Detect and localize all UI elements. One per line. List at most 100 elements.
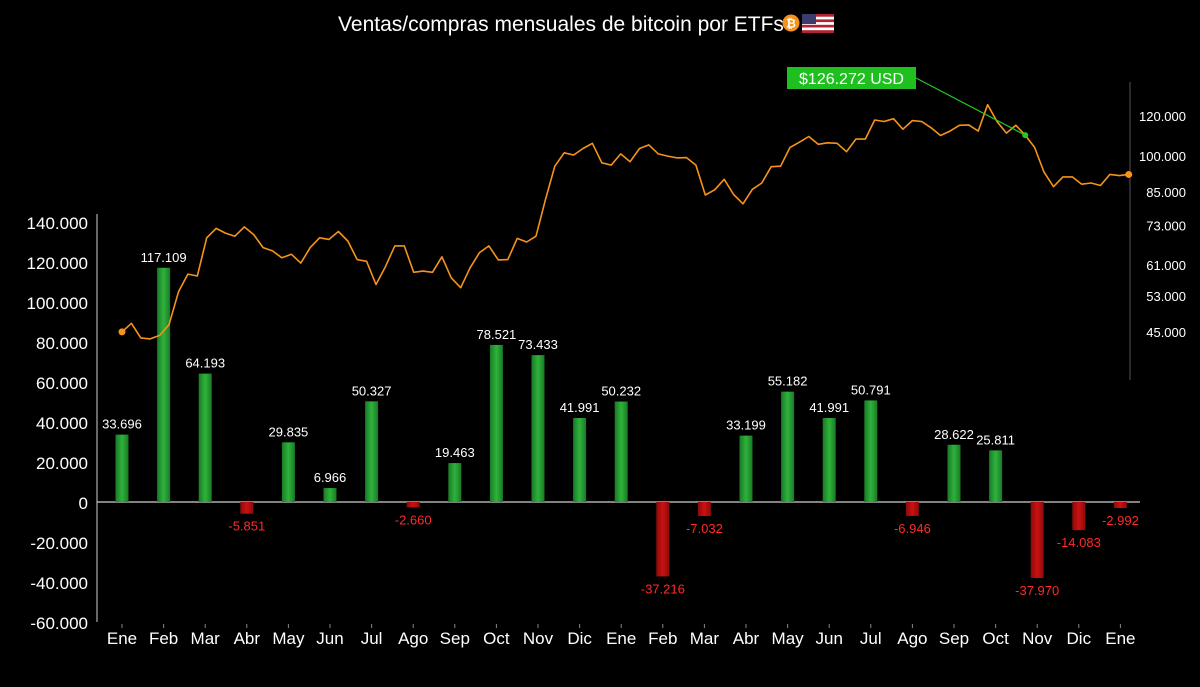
x-tick-label: Nov	[1022, 629, 1053, 648]
bar-positive	[781, 391, 795, 502]
x-tick-label: Ene	[606, 629, 636, 648]
x-tick-label: Feb	[149, 629, 178, 648]
right-y-tick-label: 85.000	[1146, 185, 1186, 200]
x-tick-label: Jun	[316, 629, 343, 648]
bar-positive	[739, 435, 753, 502]
bar-positive	[573, 418, 587, 502]
bar-negative	[406, 502, 420, 508]
right-y-tick-label: 73.000	[1146, 218, 1186, 233]
x-tick-label: Sep	[440, 629, 470, 648]
x-tick-label: Feb	[648, 629, 677, 648]
chart-title: Ventas/compras mensuales de bitcoin por …	[338, 13, 784, 36]
right-y-tick-label: 61.000	[1146, 258, 1186, 273]
bar-value-label: 25.811	[976, 432, 1015, 447]
x-tick-label: Dic	[567, 629, 592, 648]
bar-value-label: 41.991	[560, 400, 600, 415]
bar-value-label: 29.835	[269, 424, 309, 439]
bar-positive	[489, 344, 503, 502]
x-tick-label: Mar	[191, 629, 221, 648]
bar-value-label: -37.970	[1015, 583, 1059, 598]
bar-negative	[240, 502, 254, 514]
labels-group: 33.696 117.109 64.193 -5.851 29.835 6.966 50.3…	[102, 250, 1139, 598]
bar-value-label: 19.463	[435, 445, 475, 460]
x-tick-label: Ago	[897, 629, 927, 648]
left-y-tick-label: 0	[79, 494, 88, 513]
left-y-tick-label: 40.000	[36, 414, 88, 433]
bar-value-label: -5.851	[228, 519, 265, 534]
bar-value-label: 50.232	[601, 384, 641, 399]
bar-positive	[864, 400, 878, 502]
right-y-tick-label: 120.000	[1139, 109, 1186, 124]
bar-value-label: 50.327	[352, 383, 392, 398]
bar-value-label: -37.216	[641, 581, 685, 596]
bar-value-label: 33.696	[102, 417, 142, 432]
svg-text:₿: ₿	[786, 17, 796, 31]
right-y-tick-label: 100.000	[1139, 149, 1186, 164]
chart-title-group: Ventas/compras mensuales de bitcoin por …	[338, 13, 834, 36]
price-line	[121, 103, 1129, 340]
bar-positive	[614, 401, 628, 502]
right-y-tick-label: 53.000	[1146, 289, 1186, 304]
bar-positive	[947, 444, 961, 502]
left-y-tick-label: 140.000	[27, 214, 88, 233]
x-tick-label: May	[272, 629, 305, 648]
bar-value-label: 78.521	[477, 327, 517, 342]
bar-value-label: -6.946	[894, 521, 931, 536]
ath-connector	[915, 77, 1026, 136]
us-flag-icon	[802, 14, 834, 33]
bitcoin-icon: ₿	[782, 14, 800, 32]
bar-positive	[365, 401, 379, 502]
price-line-group: $126.272 USD	[118, 67, 1133, 340]
x-tick-label: Ago	[398, 629, 428, 648]
bar-value-label: 28.622	[934, 427, 974, 442]
left-y-tick-label: -60.000	[30, 614, 88, 633]
bar-positive	[822, 418, 836, 502]
x-tick-label: Nov	[523, 629, 554, 648]
bar-value-label: 41.991	[809, 400, 849, 415]
bar-value-label: 50.791	[851, 382, 891, 397]
left-y-tick-label: -20.000	[30, 534, 88, 553]
left-y-tick-label: -40.000	[30, 574, 88, 593]
bar-positive	[989, 450, 1003, 502]
bar-negative	[1030, 502, 1044, 578]
bar-positive	[323, 488, 337, 502]
axes-group: -60.000 -40.000 -20.000 0 20.000 40.000 60.000…	[27, 82, 1186, 648]
bar-positive	[198, 373, 212, 502]
right-y-tick-label: 45.000	[1146, 325, 1186, 340]
x-tick-label: Jun	[815, 629, 842, 648]
bar-negative	[697, 502, 711, 517]
x-tick-label: Abr	[234, 629, 261, 648]
x-tick-label: Mar	[690, 629, 720, 648]
x-tick-label: Oct	[982, 629, 1009, 648]
left-y-tick-label: 60.000	[36, 374, 88, 393]
x-tick-label: Jul	[361, 629, 383, 648]
bar-value-label: 73.433	[518, 337, 558, 352]
bar-positive	[531, 355, 545, 502]
ath-label: $126.272 USD	[799, 71, 904, 88]
x-tick-label: Ene	[1105, 629, 1135, 648]
bars-group	[115, 267, 1127, 578]
bar-positive	[157, 267, 171, 502]
x-tick-label: Sep	[939, 629, 969, 648]
bar-value-label: -7.032	[686, 521, 723, 536]
left-y-tick-label: 100.000	[27, 294, 88, 313]
bar-value-label: -2.660	[395, 512, 432, 527]
left-y-tick-label: 20.000	[36, 454, 88, 473]
price-start-dot	[118, 328, 126, 336]
bar-value-label: -14.083	[1057, 535, 1101, 550]
bar-value-label: -2.992	[1102, 513, 1139, 528]
ath-label-box	[787, 67, 916, 89]
bar-negative	[905, 502, 919, 516]
bar-value-label: 6.966	[314, 470, 347, 485]
x-tick-label: Oct	[483, 629, 510, 648]
price-end-dot	[1125, 170, 1133, 178]
x-tick-label: May	[772, 629, 805, 648]
x-tick-label: Dic	[1067, 629, 1092, 648]
x-tick-label: Abr	[733, 629, 760, 648]
x-tick-label: Jul	[860, 629, 882, 648]
bar-negative	[656, 502, 670, 577]
ath-dot	[1022, 132, 1029, 139]
bar-value-label: 64.193	[185, 356, 225, 371]
